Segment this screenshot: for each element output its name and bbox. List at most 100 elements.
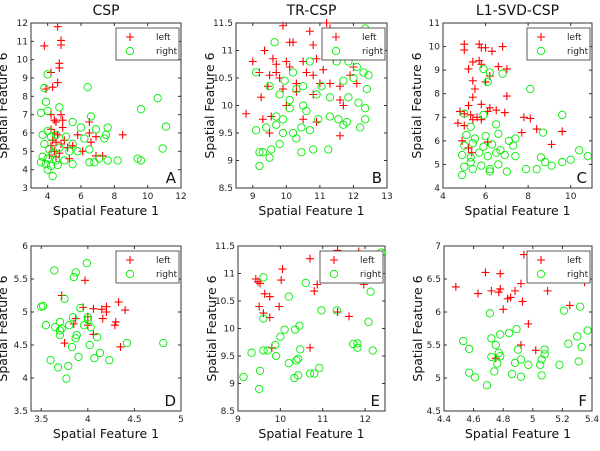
point-left <box>519 250 528 259</box>
point-left <box>336 82 345 91</box>
point-right <box>573 332 582 341</box>
point-right <box>494 129 503 138</box>
point-right <box>65 321 74 330</box>
point-left <box>299 115 308 124</box>
point-right <box>294 371 303 380</box>
point-right <box>275 139 284 149</box>
point-left <box>58 123 67 132</box>
y-tick-label: 3.5 <box>14 407 28 417</box>
point-left <box>265 71 274 80</box>
point-right <box>83 83 92 92</box>
point-right <box>73 147 82 156</box>
y-tick-label: 5 <box>22 308 28 318</box>
x-tick-label: 3.5 <box>34 415 48 425</box>
point-right <box>339 76 348 85</box>
y-tick-label: 4.5 <box>14 341 28 351</box>
point-right <box>55 326 65 335</box>
x-tick-label: 4.5 <box>127 415 141 425</box>
point-right <box>524 360 533 369</box>
x-axis-label: Spatial Feature 1 <box>258 426 364 441</box>
point-right <box>80 134 89 143</box>
point-left <box>305 27 314 36</box>
point-right <box>91 125 101 134</box>
point-left <box>516 279 525 288</box>
point-right <box>349 73 358 83</box>
point-right <box>509 141 518 150</box>
point-left <box>496 269 505 278</box>
point-left <box>309 71 318 80</box>
point-right <box>122 338 132 348</box>
point-left <box>97 305 106 314</box>
point-left <box>500 108 509 117</box>
point-right <box>95 154 104 163</box>
point-right <box>86 112 96 121</box>
point-right <box>583 152 592 161</box>
point-left <box>73 130 82 139</box>
legend-marker-circle-icon <box>536 269 546 279</box>
point-left <box>267 112 276 121</box>
point-left <box>325 79 334 88</box>
legend-box <box>526 250 591 284</box>
point-right <box>536 360 545 369</box>
point-left <box>496 284 505 293</box>
legend: left right <box>115 27 180 61</box>
point-right <box>366 287 375 296</box>
point-left <box>494 288 503 297</box>
y-tick-label: 9.5 <box>219 129 233 139</box>
point-left <box>53 130 62 139</box>
point-left <box>248 57 257 66</box>
legend-marker-circle-icon <box>125 269 135 279</box>
point-right <box>95 348 105 358</box>
point-right <box>485 164 494 174</box>
y-tick-label: 10 <box>222 102 234 112</box>
panel-c: L1-SVD-CSP 4 6 8 10 4 5 6 7 8 9 10 11 Spatial Feature… <box>409 3 593 218</box>
point-right <box>83 315 92 325</box>
point-right <box>69 272 79 282</box>
point-right <box>574 357 583 366</box>
point-right <box>516 372 526 381</box>
point-left <box>310 287 319 296</box>
point-right <box>258 148 267 157</box>
point-right <box>76 123 86 132</box>
point-right <box>53 160 62 170</box>
x-tick-label: 13 <box>381 192 392 202</box>
point-right <box>368 346 377 355</box>
panel-title: TR-CSP <box>286 3 337 19</box>
point-left <box>517 128 526 137</box>
point-right <box>41 97 51 106</box>
point-right <box>113 156 122 165</box>
point-right <box>477 161 486 170</box>
point-right <box>470 134 480 143</box>
point-right <box>558 110 567 120</box>
point-left <box>519 113 528 122</box>
point-left <box>87 138 95 147</box>
x-tick-label: 10 <box>565 192 577 202</box>
point-right <box>466 153 475 162</box>
point-left <box>468 93 477 102</box>
point-left <box>467 148 476 157</box>
point-right <box>496 330 505 339</box>
legend-label-right: right <box>156 270 178 280</box>
point-left <box>531 346 540 355</box>
point-right <box>265 153 274 162</box>
point-left <box>315 79 324 88</box>
point-right <box>538 128 548 137</box>
point-left <box>306 343 315 352</box>
point-left <box>464 64 473 73</box>
point-left <box>477 100 486 109</box>
panel-letter: D <box>164 392 176 410</box>
point-right <box>262 123 271 132</box>
point-right <box>458 170 467 180</box>
point-right <box>296 345 305 354</box>
point-right <box>74 352 83 362</box>
point-right <box>71 268 80 277</box>
legend-label-left: left <box>567 256 582 266</box>
point-right <box>334 115 343 124</box>
point-right <box>278 115 288 124</box>
point-right <box>38 152 47 161</box>
point-right <box>43 106 52 116</box>
point-right <box>470 373 480 382</box>
point-left <box>302 68 311 77</box>
y-tick-label: 8.5 <box>219 184 233 194</box>
